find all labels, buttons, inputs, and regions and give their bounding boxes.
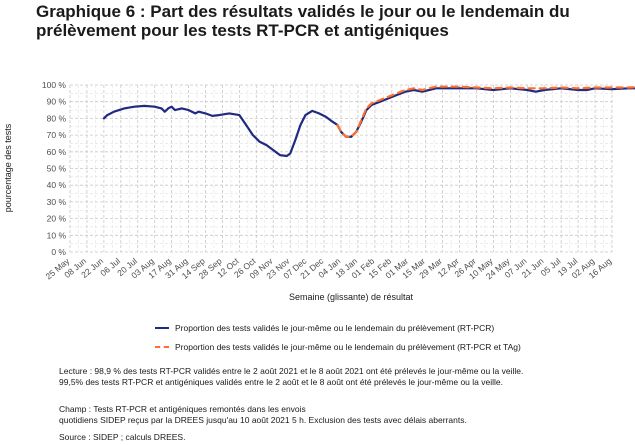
scope-note-line-1: Champ : Tests RT-PCR et antigéniques rem…: [59, 404, 306, 414]
series-line-rtpcr: [102, 87, 635, 158]
y-tick-label: 20 %: [47, 214, 67, 224]
source-note-line: Source : SIDEP ; calculs DREES.: [59, 432, 186, 442]
series-lines: [102, 85, 635, 158]
source-note: Source : SIDEP ; calculs DREES.: [59, 432, 185, 443]
y-tick-label: 70 %: [47, 130, 67, 140]
y-tick-label: 80 %: [47, 113, 67, 123]
legend-item-rtpcr: Proportion des tests validés le jour-mêm…: [155, 318, 521, 337]
series-line-rtpcr-tag: [336, 85, 635, 138]
y-axis-ticks: 0 % 10 % 20 % 30 % 40 % 50 % 60 % 70 % 80 % 90 % 1…: [42, 80, 67, 257]
x-axis-label: Semaine (glissante) de résultat: [289, 292, 414, 302]
scope-note: Champ : Tests RT-PCR et antigéniques rem…: [59, 404, 467, 426]
reading-note-line-1: Lecture : 98,9 % des tests RT-PCR validé…: [59, 366, 524, 376]
legend-item-rtpcr-tag: Proportion des tests validés le jour-mêm…: [155, 337, 521, 356]
y-tick-label: 0 %: [51, 247, 66, 257]
grid: [69, 84, 613, 253]
chart-title: Graphique 6 : Part des résultats validés…: [36, 2, 570, 40]
legend-label-rtpcr: Proportion des tests validés le jour-mêm…: [175, 322, 495, 333]
y-tick-label: 100 %: [42, 80, 67, 90]
y-tick-label: 10 %: [47, 230, 67, 240]
y-axis-label: pourcentage des tests: [3, 123, 13, 212]
y-tick-label: 90 %: [47, 97, 67, 107]
y-tick-label: 60 %: [47, 147, 67, 157]
y-tick-label: 50 %: [47, 164, 67, 174]
y-tick-label: 40 %: [47, 180, 67, 190]
legend-label-rtpcr-tag: Proportion des tests validés le jour-mêm…: [175, 341, 521, 352]
line-chart: 0 % 10 % 20 % 30 % 40 % 50 % 60 % 70 % 80 % 90 % 1…: [3, 80, 635, 302]
y-tick-label: 30 %: [47, 197, 67, 207]
scope-note-line-2: quotidiens SIDEP reçus par la DREES jusq…: [59, 415, 467, 425]
reading-note-line-2: 99,5% des tests RT-PCR et antigéniques v…: [59, 377, 503, 387]
legend-swatch-rtpcr: [155, 326, 169, 329]
legend-swatch-rtpcr-tag: [155, 345, 169, 348]
reading-note: Lecture : 98,9 % des tests RT-PCR validé…: [59, 366, 523, 388]
legend: Proportion des tests validés le jour-mêm…: [155, 318, 521, 356]
